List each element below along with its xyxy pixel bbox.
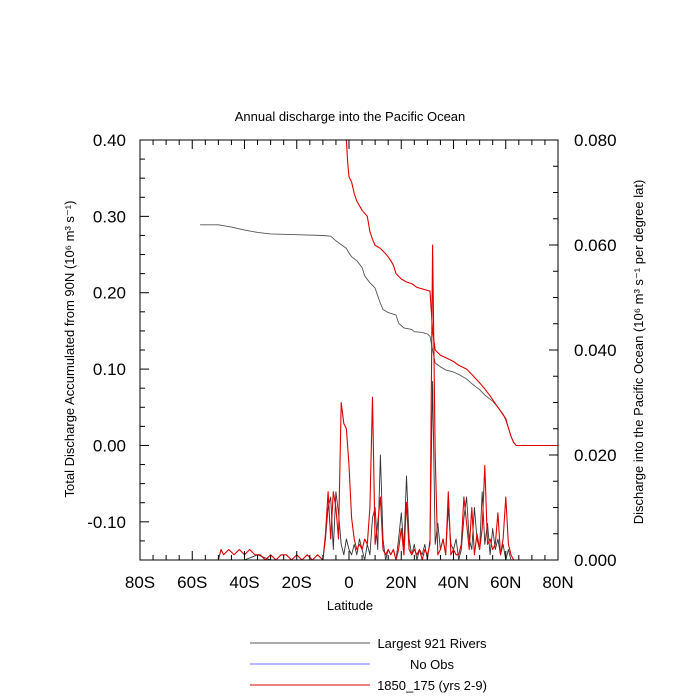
y-left-tick-label: 0.40 <box>93 131 126 150</box>
y-left-tick-label: 0.10 <box>93 360 126 379</box>
y-axis-right-label: Discharge into the Pacific Ocean (10⁶ m³… <box>631 180 646 525</box>
series-line-0 <box>200 224 558 446</box>
x-tick-label: 80N <box>542 573 573 592</box>
x-tick-label: 60S <box>177 573 207 592</box>
legend: Largest 921 Rivers No Obs 1850_175 (yrs 2-… <box>250 636 487 693</box>
legend-label: 1850_175 (yrs 2-9) <box>377 678 487 693</box>
y-axis-left-label: Total Discharge Accumulated from 90N (10… <box>62 201 77 498</box>
y-left-tick-label: 0.00 <box>93 436 126 455</box>
y-right-tick-label: 0.000 <box>574 551 617 570</box>
x-tick-label: 80S <box>125 573 155 592</box>
x-tick-label: 20N <box>386 573 417 592</box>
x-tick-label: 0 <box>344 573 353 592</box>
series-line-4 <box>200 244 558 560</box>
x-tick-label: 40N <box>438 573 469 592</box>
series-line-2 <box>345 140 558 447</box>
y-left-tick-label: -0.10 <box>87 513 126 532</box>
x-axis-label: Latitude <box>327 598 373 613</box>
y-right-tick-label: 0.040 <box>574 341 617 360</box>
x-tick-label: 60N <box>490 573 521 592</box>
axis-ticks: 80S 60S 40S 20S 0 20N 40N 60N 80N 0.40 0.30 0.20 0.1… <box>87 131 616 592</box>
chart-title: Annual discharge into the Pacific Ocean <box>235 109 466 124</box>
legend-label: No Obs <box>410 657 455 672</box>
y-left-tick-label: 0.20 <box>93 284 126 303</box>
x-tick-label: 40S <box>229 573 259 592</box>
y-right-tick-label: 0.060 <box>574 236 617 255</box>
y-left-tick-label: 0.30 <box>93 207 126 226</box>
legend-label: Largest 921 Rivers <box>377 636 487 651</box>
y-right-tick-label: 0.080 <box>574 131 617 150</box>
series-line-3 <box>244 381 558 560</box>
plot-frame <box>139 139 559 561</box>
y-right-tick-label: 0.020 <box>574 446 617 465</box>
x-tick-label: 20S <box>282 573 312 592</box>
plot-series <box>200 140 558 560</box>
